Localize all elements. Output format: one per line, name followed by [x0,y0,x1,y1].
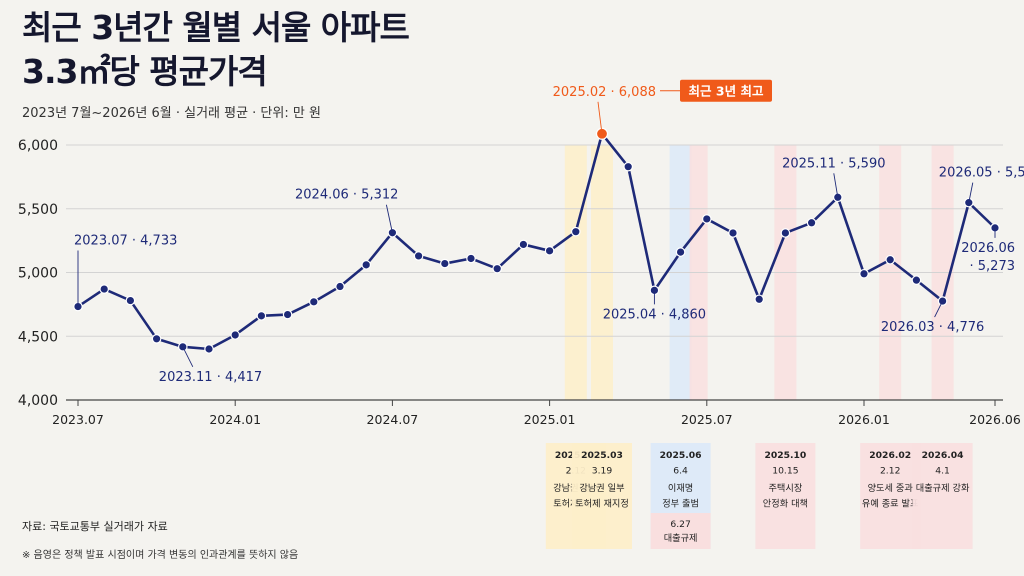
data-point-6 [230,330,240,340]
policy-label-1-2: 강남권 일부 [579,482,624,494]
data-point-32 [911,275,922,285]
policy-label-4-3: 유예 종료 발표 [862,499,919,510]
annotation-label-8-1: · 5,273 [970,259,1015,274]
data-point-18 [544,246,555,256]
data-point-28 [806,217,817,228]
data-point-8 [282,309,293,320]
data-point-7 [256,311,267,321]
data-point-3 [151,333,162,344]
y-tick-label-4: 6,000 [18,138,58,154]
y-tick-label-2: 5,000 [18,266,58,282]
data-point-24 [701,214,712,224]
data-point-25 [728,228,738,238]
x-tick-label-2: 2024.07 [367,412,419,427]
policy-label-2-3: 정부 출범 [662,499,699,510]
data-point-26 [754,294,764,305]
policy-label-3-3: 안정화 대책 [763,498,808,510]
policy-label-2-1: 6.4 [673,466,688,477]
y-tick-label-0: 4,000 [18,393,58,409]
policy-box-extra-2 [650,513,711,549]
policy-label-3-2: 주택시장 [768,483,802,494]
annotation-label-2: 2024.06 · 5,312 [295,188,398,203]
policy-label-4-1: 2.12 [880,466,900,477]
annotation-leader-1 [182,346,194,368]
data-point-27 [780,228,791,238]
annotation-label-8-0: 2026.06 [961,241,1015,256]
annotation-label-5: 2025.11 · 5,590 [782,156,885,171]
policy-box-4 [860,443,921,549]
policy-label-3-1: 10.15 [772,466,798,477]
data-point-2 [125,295,136,306]
annotation-label-4: 2025.04 · 4,860 [603,307,706,322]
series-line [77,132,996,351]
annotation-label-0: 2023.07 · 4,733 [74,234,177,249]
data-point-11 [361,260,371,270]
policy-box-3 [755,443,816,549]
title-line-1: 최근 3년간 월별 서울 아파트 [22,8,410,47]
page-title: 최근 3년간 월별 서울 아파트 3.3㎡당 평균가격 [22,6,410,94]
annotation-label-1: 2023.11 · 4,417 [159,370,262,385]
annotation-label-6: 2026.03 · 4,776 [881,320,984,335]
annotation-leader-2 [385,204,393,233]
data-point-4 [178,342,188,352]
x-tick-label-6: 2026.06 [969,412,1021,427]
y-tick-label-1: 4,500 [18,329,58,345]
peak-badge [680,79,772,102]
policy-label-1-3: 토허제 재지정 [575,499,629,510]
policy-label-3-0: 2025.10 [764,450,806,461]
data-point-19 [570,226,581,237]
data-point-15 [466,253,476,264]
data-point-5 [204,344,214,354]
policy-box-1 [572,443,632,549]
policy-label-5-2: 대출규제 강화 [916,483,970,494]
x-tick-label-1: 2024.01 [209,412,261,427]
policy-label-5-1: 4.1 [935,466,950,477]
policy-label-4-2: 양도세 중과 [868,483,914,494]
x-tick-label-0: 2023.07 [52,412,104,427]
annotation-leader-3 [597,101,603,134]
policy-label-1-0: 2025.03 [581,450,623,461]
data-point-9 [308,297,319,307]
data-point-10 [335,281,345,292]
x-tick-label-5: 2026.01 [838,412,890,427]
x-tick-label-4: 2025.07 [681,412,733,427]
data-point-13 [413,251,424,261]
data-point-17 [518,239,529,250]
annotation-label-3: 2025.02 · 6,088 [553,85,656,100]
annotation-leader-5 [833,173,839,198]
data-point-31 [885,254,895,265]
annotation-label-7: 2026.05 · 5,548 [939,166,1024,181]
title-line-2: 3.3㎡당 평균가격 [22,52,268,91]
policy-label-2-2: 이재명 [668,483,693,494]
data-point-16 [492,263,502,274]
data-point-30 [859,268,869,279]
policy-extra-label-2-0: 6.27 [670,519,691,530]
peak-badge-label: 최근 3년 최고 [689,83,764,98]
data-point-23 [675,247,686,257]
policy-box-5 [912,443,973,549]
chart-subtitle: 2023년 7월~2026년 6월 · 실거래 평균 · 단위: 만 원 [22,106,321,121]
y-tick-label-3: 5,500 [18,202,58,218]
data-point-1 [99,284,109,294]
policy-label-5-0: 2026.04 [922,450,964,461]
policy-label-1-1: 3.19 [592,466,613,477]
policy-label-4-0: 2026.02 [869,450,911,461]
annotation-leader-7 [968,182,974,203]
policy-label-2-0: 2025.06 [660,450,702,461]
footnote: ※ 음영은 정책 발표 시점이며 가격 변동의 인과관계를 뜻하지 않음 [22,550,299,561]
x-tick-label-3: 2025.01 [524,412,576,427]
data-source: 자료: 국토교통부 실거래가 자료 [22,520,168,533]
annotation-leader-6 [934,300,944,318]
policy-extra-label-2-1: 대출규제 [664,533,698,544]
data-point-21 [623,161,633,172]
data-point-14 [439,258,450,269]
